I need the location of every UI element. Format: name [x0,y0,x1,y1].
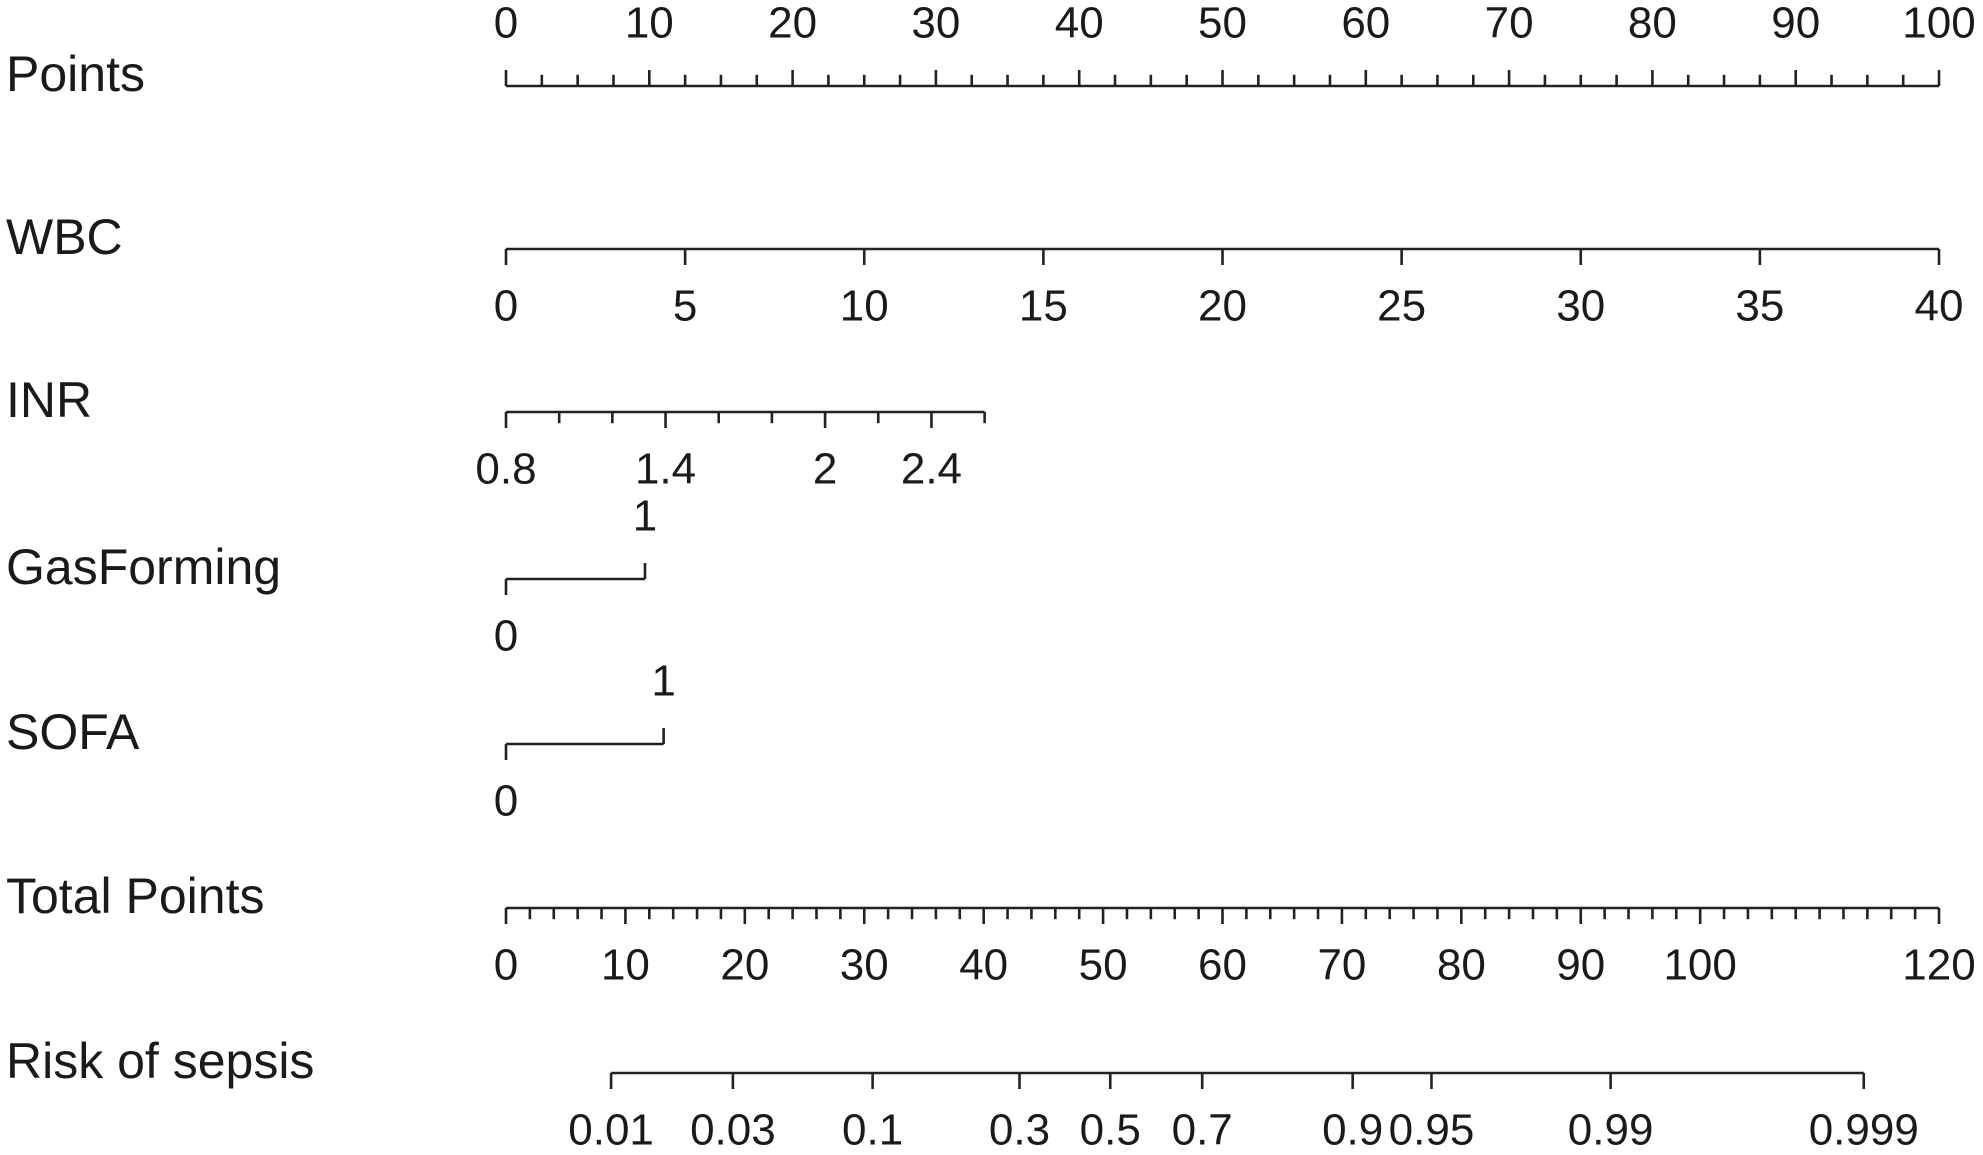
row-label: Total Points [6,868,264,924]
tick-label: 70 [1317,941,1366,990]
tick-label: 10 [601,941,650,990]
tick-label: 20 [1198,282,1247,331]
row-label: WBC [6,209,123,265]
tick-label: 100 [1902,0,1975,48]
tick-label: 0 [494,777,518,826]
tick-label: 0.7 [1172,1106,1233,1155]
tick-label: 25 [1377,282,1426,331]
tick-label: 0.01 [568,1106,654,1155]
tick-label: 35 [1735,282,1784,331]
row-label: Points [6,46,145,102]
row-label: INR [6,372,92,428]
tick-label: 50 [1198,0,1247,48]
tick-label: 2 [813,445,837,494]
tick-label: 0.95 [1389,1106,1475,1155]
tick-label: 90 [1771,0,1820,48]
row-label: Risk of sepsis [6,1033,314,1089]
tick-label: 1.4 [635,445,696,494]
tick-label: 90 [1556,941,1605,990]
tick-label: 40 [1055,0,1104,48]
tick-label: 0.8 [475,445,536,494]
tick-label: 80 [1628,0,1677,48]
tick-label: 0 [494,941,518,990]
tick-label: 100 [1663,941,1736,990]
tick-label: 50 [1079,941,1128,990]
row-label: SOFA [6,704,140,760]
tick-label: 0.999 [1809,1106,1919,1155]
tick-label: 60 [1198,941,1247,990]
tick-label: 0 [494,282,518,331]
tick-label: 70 [1485,0,1534,48]
tick-label: 0.9 [1322,1106,1383,1155]
tick-label: 40 [1915,282,1964,331]
tick-label: 0 [494,612,518,661]
tick-label: 10 [840,282,889,331]
tick-label: 5 [673,282,697,331]
tick-label: 40 [959,941,1008,990]
tick-label: 60 [1341,0,1390,48]
tick-label: 0.99 [1568,1106,1654,1155]
tick-label: 0.03 [690,1106,776,1155]
tick-label: 20 [768,0,817,48]
tick-label: 10 [625,0,674,48]
row-label: GasForming [6,539,281,595]
tick-label: 30 [911,0,960,48]
tick-label: 30 [1556,282,1605,331]
tick-label: 30 [840,941,889,990]
tick-label: 2.4 [901,445,962,494]
tick-label: 120 [1902,941,1975,990]
tick-label: 1 [651,657,675,706]
tick-label: 0 [494,0,518,48]
tick-label: 15 [1019,282,1068,331]
tick-label: 80 [1437,941,1486,990]
tick-label: 0.3 [989,1106,1050,1155]
tick-label: 0.1 [842,1106,903,1155]
tick-label: 0.5 [1080,1106,1141,1155]
tick-label: 20 [720,941,769,990]
tick-label: 1 [633,492,657,541]
